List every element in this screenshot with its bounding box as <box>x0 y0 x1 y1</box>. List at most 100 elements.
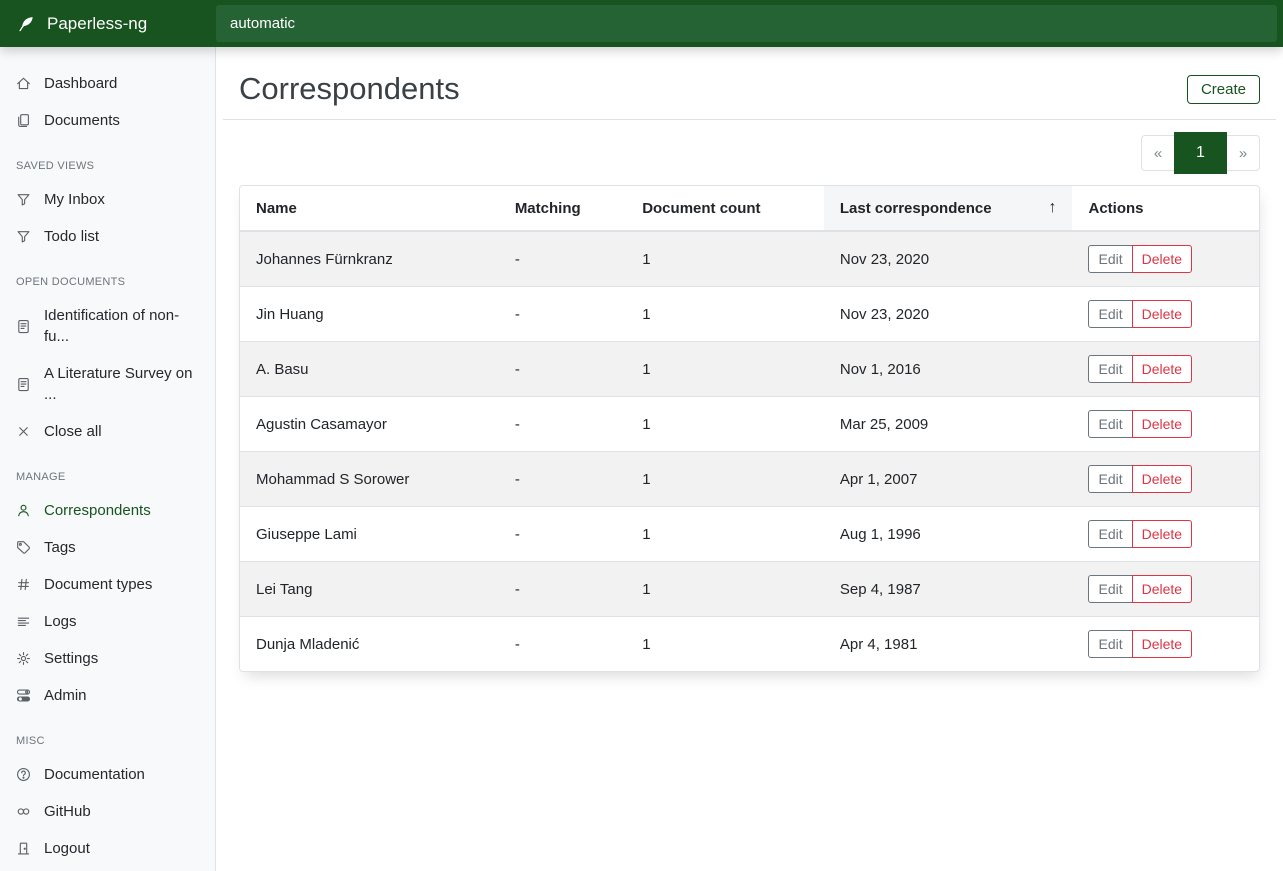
sidebar: Dashboard Documents SAVED VIEWS My Inbox Tod… <box>0 47 216 871</box>
row-actions-group: Edit Delete <box>1088 410 1193 438</box>
table-row: Giuseppe Lami - 1 Aug 1, 1996 Edit Delet… <box>240 506 1259 562</box>
leaf-logo-icon <box>17 14 36 33</box>
table-row: A. Basu - 1 Nov 1, 2016 Edit Delete <box>240 341 1259 397</box>
sidebar-item-logs[interactable]: Logs <box>0 603 215 640</box>
top-navbar: Paperless-ng <box>0 0 1283 47</box>
cell-actions: Edit Delete <box>1072 286 1259 342</box>
cell-name: Agustin Casamayor <box>240 396 499 452</box>
x-icon <box>16 424 31 439</box>
edit-button[interactable]: Edit <box>1088 355 1133 383</box>
sidebar-item-label: My Inbox <box>44 191 105 208</box>
delete-button[interactable]: Delete <box>1131 245 1193 273</box>
correspondents-table-card: Name Matching Document count Last corres… <box>239 185 1260 672</box>
sidebar-item-correspondents[interactable]: Correspondents <box>0 492 215 529</box>
delete-button[interactable]: Delete <box>1131 300 1193 328</box>
edit-button[interactable]: Edit <box>1088 410 1133 438</box>
cell-last-correspondence: Mar 25, 2009 <box>823 396 1073 452</box>
cell-document-count: 1 <box>626 506 824 562</box>
cell-document-count: 1 <box>626 616 824 671</box>
sidebar-item-label: Identification of non-fu... <box>44 307 180 345</box>
cell-actions: Edit Delete <box>1072 561 1259 617</box>
pagination-next-button[interactable]: » <box>1227 135 1260 171</box>
cell-last-correspondence: Apr 1, 2007 <box>823 451 1073 507</box>
column-header-last-correspondence-label: Last correspondence <box>839 199 992 217</box>
cell-actions: Edit Delete <box>1072 341 1259 397</box>
column-header-document-count[interactable]: Document count <box>626 186 824 232</box>
question-circle-icon <box>16 767 31 782</box>
page-title: Correspondents <box>239 71 460 106</box>
toggles-icon <box>16 688 31 703</box>
sidebar-item-todo-list[interactable]: Todo list <box>0 218 215 255</box>
sidebar-item-label: Settings <box>44 650 99 667</box>
cell-matching: - <box>498 561 627 617</box>
sidebar-heading-misc: MISC <box>16 735 45 747</box>
sidebar-item-my-inbox[interactable]: My Inbox <box>0 181 215 218</box>
cell-name: Johannes Fürnkranz <box>256 250 393 268</box>
sidebar-item-admin[interactable]: Admin <box>0 677 215 714</box>
sidebar-item-close-all[interactable]: Close all <box>0 413 215 450</box>
cell-actions: Edit Delete <box>1072 396 1259 452</box>
pagination: « 1 » <box>1141 132 1260 174</box>
cell-actions: Edit Delete <box>1072 506 1259 562</box>
sidebar-item-label: Close all <box>44 423 102 440</box>
row-actions-group: Edit Delete <box>1088 355 1193 383</box>
edit-button[interactable]: Edit <box>1088 465 1133 493</box>
column-header-name[interactable]: Name <box>240 186 499 232</box>
delete-button[interactable]: Delete <box>1131 630 1193 658</box>
door-icon <box>16 841 31 856</box>
delete-button[interactable]: Delete <box>1131 465 1193 493</box>
row-actions-group: Edit Delete <box>1088 630 1193 658</box>
edit-button[interactable]: Edit <box>1088 630 1133 658</box>
sidebar-item-identification-of-non-fu[interactable]: Identification of non-fu... <box>0 297 215 355</box>
app-brand-label: Paperless-ng <box>47 13 148 33</box>
delete-button[interactable]: Delete <box>1131 520 1193 548</box>
cell-last-correspondence: Nov 23, 2020 <box>823 286 1073 342</box>
cell-last-correspondence: Apr 4, 1981 <box>823 616 1073 671</box>
search-input[interactable] <box>216 5 1277 42</box>
hash-icon <box>16 577 31 592</box>
column-header-matching[interactable]: Matching <box>498 186 627 232</box>
sidebar-item-label: Correspondents <box>44 502 151 519</box>
cell-name: Mohammad S Sorower <box>240 451 499 507</box>
funnel-icon <box>16 192 31 207</box>
sidebar-item-documents[interactable]: Documents <box>0 102 215 139</box>
cell-matching: - <box>514 250 520 268</box>
cell-last-correspondence: Sep 4, 1987 <box>823 561 1073 617</box>
cell-document-count: 1 <box>626 341 824 397</box>
sort-ascending-icon: ↑ <box>1048 199 1057 216</box>
cell-actions: Edit Delete <box>1072 616 1259 671</box>
sidebar-item-documentation[interactable]: Documentation <box>0 756 215 793</box>
cell-name: Giuseppe Lami <box>240 506 499 562</box>
sidebar-item-logout[interactable]: Logout <box>0 830 215 867</box>
row-actions-group: Edit Delete <box>1088 300 1193 328</box>
house-icon <box>16 76 31 91</box>
cell-last-correspondence: Aug 1, 1996 <box>823 506 1073 562</box>
sidebar-item-settings[interactable]: Settings <box>0 640 215 677</box>
sidebar-item-label: Document types <box>44 576 153 593</box>
pagination-prev-button[interactable]: « <box>1141 135 1174 171</box>
sidebar-item-document-types[interactable]: Document types <box>0 566 215 603</box>
sidebar-item-tags[interactable]: Tags <box>0 529 215 566</box>
delete-button[interactable]: Delete <box>1131 355 1193 383</box>
cell-actions: Edit Delete <box>1072 451 1259 507</box>
cell-matching: - <box>498 451 627 507</box>
person-icon <box>16 503 31 518</box>
sidebar-item-a-literature-survey-on[interactable]: A Literature Survey on ... <box>0 355 215 413</box>
sidebar-item-github[interactable]: GitHub <box>0 793 215 830</box>
edit-button[interactable]: Edit <box>1088 245 1133 273</box>
sidebar-item-dashboard[interactable]: Dashboard <box>0 65 215 102</box>
table-row: Mohammad S Sorower - 1 Apr 1, 2007 Edit … <box>240 451 1259 507</box>
pagination-page-1-button[interactable]: 1 <box>1174 132 1227 174</box>
column-header-actions: Actions <box>1072 186 1259 232</box>
main-content: Correspondents Create « 1 » Name Matchin… <box>216 47 1283 672</box>
create-button[interactable]: Create <box>1186 74 1260 104</box>
app-brand[interactable]: Paperless-ng <box>0 14 216 34</box>
table-row: Johannes Fürnkranz - 1 Nov 23, 2020 Edit… <box>240 231 1259 287</box>
edit-button[interactable]: Edit <box>1088 520 1133 548</box>
edit-button[interactable]: Edit <box>1088 300 1133 328</box>
column-header-last-correspondence[interactable]: Last correspondence ↑ <box>823 186 1073 232</box>
edit-button[interactable]: Edit <box>1088 575 1133 603</box>
table-row: Lei Tang - 1 Sep 4, 1987 Edit Delete <box>240 561 1259 617</box>
delete-button[interactable]: Delete <box>1131 575 1193 603</box>
delete-button[interactable]: Delete <box>1131 410 1193 438</box>
